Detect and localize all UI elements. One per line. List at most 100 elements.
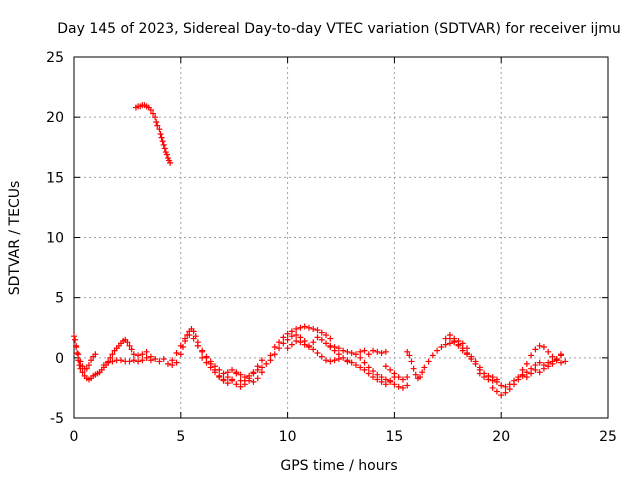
data-point xyxy=(399,384,406,391)
data-point xyxy=(128,346,135,353)
data-point xyxy=(158,134,165,141)
data-point xyxy=(159,138,166,145)
data-point xyxy=(331,357,338,364)
data-point xyxy=(154,122,161,129)
data-point xyxy=(135,352,142,359)
data-point xyxy=(391,381,398,388)
data-point xyxy=(562,358,569,365)
data-point xyxy=(126,342,133,349)
data-point xyxy=(153,118,160,125)
data-point xyxy=(558,351,565,358)
y-axis-label: SDTVAR / TECUs xyxy=(7,181,23,296)
data-point xyxy=(323,331,330,338)
data-point xyxy=(305,344,312,351)
data-point xyxy=(301,323,308,330)
data-point xyxy=(357,364,364,371)
data-point xyxy=(297,324,304,331)
data-point xyxy=(442,341,449,348)
data-point xyxy=(246,375,253,382)
data-point xyxy=(152,114,159,121)
data-point xyxy=(540,344,547,351)
data-point xyxy=(515,376,522,383)
data-point xyxy=(365,351,372,358)
data-point xyxy=(194,342,201,349)
data-point xyxy=(361,359,368,366)
data-point xyxy=(545,363,552,370)
y-tick-label: 10 xyxy=(46,231,64,247)
data-point xyxy=(314,350,321,357)
x-tick-label: 10 xyxy=(279,429,297,445)
data-point xyxy=(105,359,112,366)
data-point xyxy=(410,365,417,372)
data-point xyxy=(391,370,398,377)
data-point xyxy=(404,382,411,389)
data-point xyxy=(280,340,287,347)
data-point xyxy=(340,354,347,361)
data-point xyxy=(75,351,82,358)
data-point xyxy=(417,374,424,381)
data-point xyxy=(340,347,347,354)
data-point xyxy=(71,333,77,340)
data-markers xyxy=(71,102,569,399)
data-point xyxy=(301,341,308,348)
data-point xyxy=(258,369,265,376)
data-point xyxy=(395,374,402,381)
data-point xyxy=(481,374,488,381)
data-point xyxy=(157,131,164,138)
data-point xyxy=(163,151,170,158)
data-point xyxy=(271,351,278,358)
data-point xyxy=(361,347,368,354)
data-point xyxy=(164,360,171,367)
data-point xyxy=(335,351,342,358)
data-point xyxy=(536,369,543,376)
data-point xyxy=(472,360,479,367)
data-point xyxy=(327,342,334,349)
data-point xyxy=(156,126,163,133)
data-point xyxy=(406,352,413,359)
data-point xyxy=(263,360,270,367)
data-point xyxy=(429,352,436,359)
data-point xyxy=(327,335,334,342)
data-point xyxy=(549,360,556,367)
data-point xyxy=(502,383,509,390)
data-point xyxy=(117,357,124,364)
data-point xyxy=(404,348,411,355)
data-point xyxy=(156,358,163,365)
data-point xyxy=(143,354,150,361)
data-point xyxy=(382,376,389,383)
data-point xyxy=(434,347,441,354)
data-point xyxy=(216,374,223,381)
data-point xyxy=(293,337,300,344)
data-point xyxy=(284,345,291,352)
data-point xyxy=(536,359,543,366)
data-point xyxy=(511,381,518,388)
data-point xyxy=(464,351,471,358)
data-point xyxy=(254,375,261,382)
x-tick-label: 0 xyxy=(70,429,79,445)
data-point xyxy=(378,350,385,357)
data-point xyxy=(318,329,325,336)
data-point xyxy=(549,353,556,360)
data-point xyxy=(382,348,389,355)
data-point xyxy=(348,350,355,357)
data-point xyxy=(147,106,154,113)
data-point xyxy=(160,141,167,148)
data-point xyxy=(271,344,278,351)
data-point xyxy=(523,374,530,381)
data-point xyxy=(387,377,394,384)
data-point xyxy=(224,369,231,376)
data-point xyxy=(314,334,321,341)
data-point xyxy=(173,350,180,357)
data-point xyxy=(323,357,330,364)
data-point xyxy=(147,353,154,360)
data-point xyxy=(284,336,291,343)
data-point xyxy=(258,357,265,364)
data-point xyxy=(139,351,146,358)
data-point xyxy=(224,380,231,387)
data-point xyxy=(229,366,236,373)
data-point xyxy=(186,331,193,338)
data-point xyxy=(237,371,244,378)
data-point xyxy=(489,384,496,391)
data-point xyxy=(284,330,291,337)
data-point xyxy=(76,362,83,369)
